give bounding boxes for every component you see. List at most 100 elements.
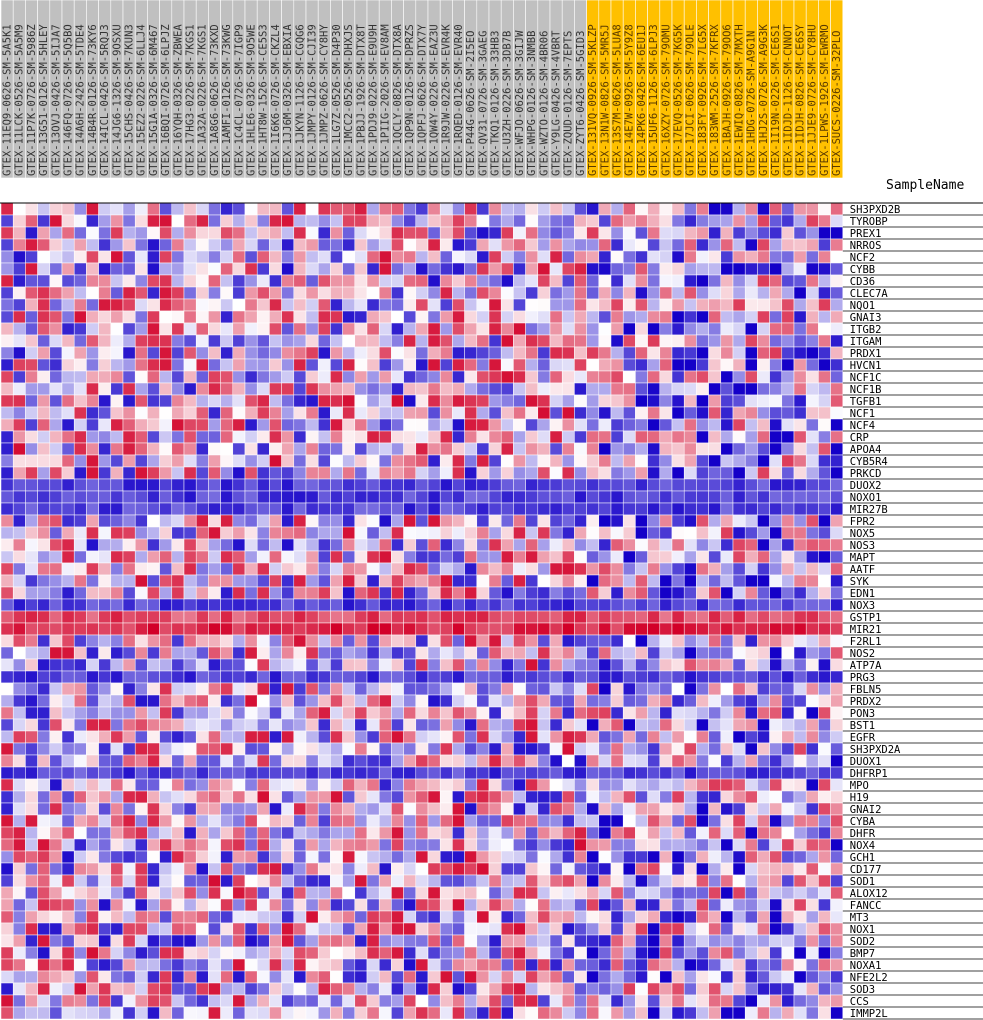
heatmap-cell [769, 946, 783, 960]
heatmap-cell [427, 346, 441, 360]
heatmap-cell [183, 562, 197, 576]
heatmap-cell [464, 346, 478, 360]
heatmap-cell [830, 1006, 844, 1020]
heatmap-cell [574, 862, 587, 876]
heatmap-cell [696, 766, 709, 780]
heatmap-cell [476, 526, 490, 540]
heatmap-cell [256, 430, 270, 444]
heatmap-cell [195, 706, 209, 720]
heatmap-cell [488, 214, 502, 228]
heatmap-cell [561, 922, 575, 936]
heatmap-cell [769, 526, 783, 540]
heatmap-cell [159, 346, 173, 360]
heatmap-cell [171, 862, 185, 876]
heatmap-cell [659, 958, 673, 972]
heatmap-cell [586, 934, 600, 948]
heatmap-cell [696, 382, 709, 396]
heatmap-cell [391, 622, 404, 636]
heatmap-cell [830, 334, 844, 348]
heatmap-cell [37, 358, 51, 372]
heatmap-cell [427, 238, 441, 252]
heatmap-cell [342, 274, 356, 288]
heatmap-cell [610, 502, 624, 516]
heatmap-cell [49, 958, 63, 972]
heatmap-cell [0, 394, 14, 408]
heatmap-cell [720, 622, 734, 636]
heatmap-cell [98, 358, 112, 372]
heatmap-cell [293, 310, 307, 324]
heatmap-cell [610, 802, 624, 816]
heatmap-cell [647, 526, 661, 540]
heatmap-cell [293, 790, 307, 804]
heatmap-cell [635, 490, 648, 504]
heatmap-cell [769, 442, 783, 456]
heatmap-cell [793, 238, 807, 252]
heatmap-cell [12, 874, 26, 888]
heatmap-cell [159, 370, 173, 384]
gene-label: NOX5 [850, 528, 875, 540]
heatmap-cell [452, 334, 465, 348]
heatmap-cell [171, 970, 185, 984]
heatmap-cell [561, 754, 575, 768]
heatmap-cell [830, 874, 844, 888]
heatmap-cell [818, 934, 831, 948]
gene-label: PRDX1 [850, 348, 882, 360]
heatmap-cell [574, 838, 587, 852]
heatmap-cell [244, 430, 258, 444]
heatmap-cell [25, 814, 38, 828]
heatmap-cell [452, 346, 465, 360]
heatmap-cell [37, 1006, 51, 1020]
heatmap-cell [659, 454, 673, 468]
heatmap-cell [281, 562, 295, 576]
heatmap-cell [647, 1006, 661, 1020]
sample-name-header: SampleName [886, 178, 964, 193]
heatmap-cell [122, 502, 136, 516]
heatmap-cell [256, 814, 270, 828]
heatmap-cell [378, 202, 392, 216]
heatmap-cell [439, 262, 453, 276]
heatmap-cell [110, 598, 124, 612]
heatmap-cell [696, 274, 709, 288]
heatmap-cell [171, 958, 185, 972]
heatmap-cell [366, 874, 380, 888]
heatmap-cell [561, 202, 575, 216]
gene-label: CLEC7A [850, 288, 889, 300]
heatmap-cell [317, 922, 331, 936]
heatmap-cell [647, 418, 661, 432]
heatmap-cell [818, 310, 831, 324]
heatmap-cell [86, 586, 99, 600]
heatmap-cell [586, 610, 600, 624]
heatmap-cell [464, 598, 478, 612]
heatmap-cell [49, 970, 63, 984]
heatmap-cell [25, 586, 38, 600]
sample-label: GTEX-14PK6-0426-SM-6EU1J [636, 24, 648, 176]
heatmap-cell [134, 514, 148, 528]
heatmap-cell [671, 886, 685, 900]
heatmap-cell [818, 226, 831, 240]
heatmap-cell [513, 970, 526, 984]
heatmap-cell [452, 358, 465, 372]
heatmap-cell [732, 322, 746, 336]
heatmap-cell [635, 286, 648, 300]
heatmap-cell [513, 442, 526, 456]
heatmap-cell [354, 838, 368, 852]
heatmap-cell [49, 298, 63, 312]
heatmap-cell [671, 322, 685, 336]
heatmap-cell [293, 322, 307, 336]
heatmap-cell [25, 730, 38, 744]
heatmap-cell [635, 202, 648, 216]
heatmap-cell [354, 262, 368, 276]
heatmap-cell [183, 550, 197, 564]
heatmap-cell [378, 334, 392, 348]
heatmap-cell [708, 502, 722, 516]
heatmap-cell [49, 478, 63, 492]
heatmap-cell [683, 910, 697, 924]
heatmap-cell [269, 958, 282, 972]
heatmap-cell [537, 610, 551, 624]
heatmap-cell [195, 526, 209, 540]
heatmap-cell [232, 430, 246, 444]
heatmap-cell [464, 838, 478, 852]
heatmap-cell [256, 358, 270, 372]
heatmap-cell [208, 634, 221, 648]
heatmap-cell [464, 994, 478, 1008]
